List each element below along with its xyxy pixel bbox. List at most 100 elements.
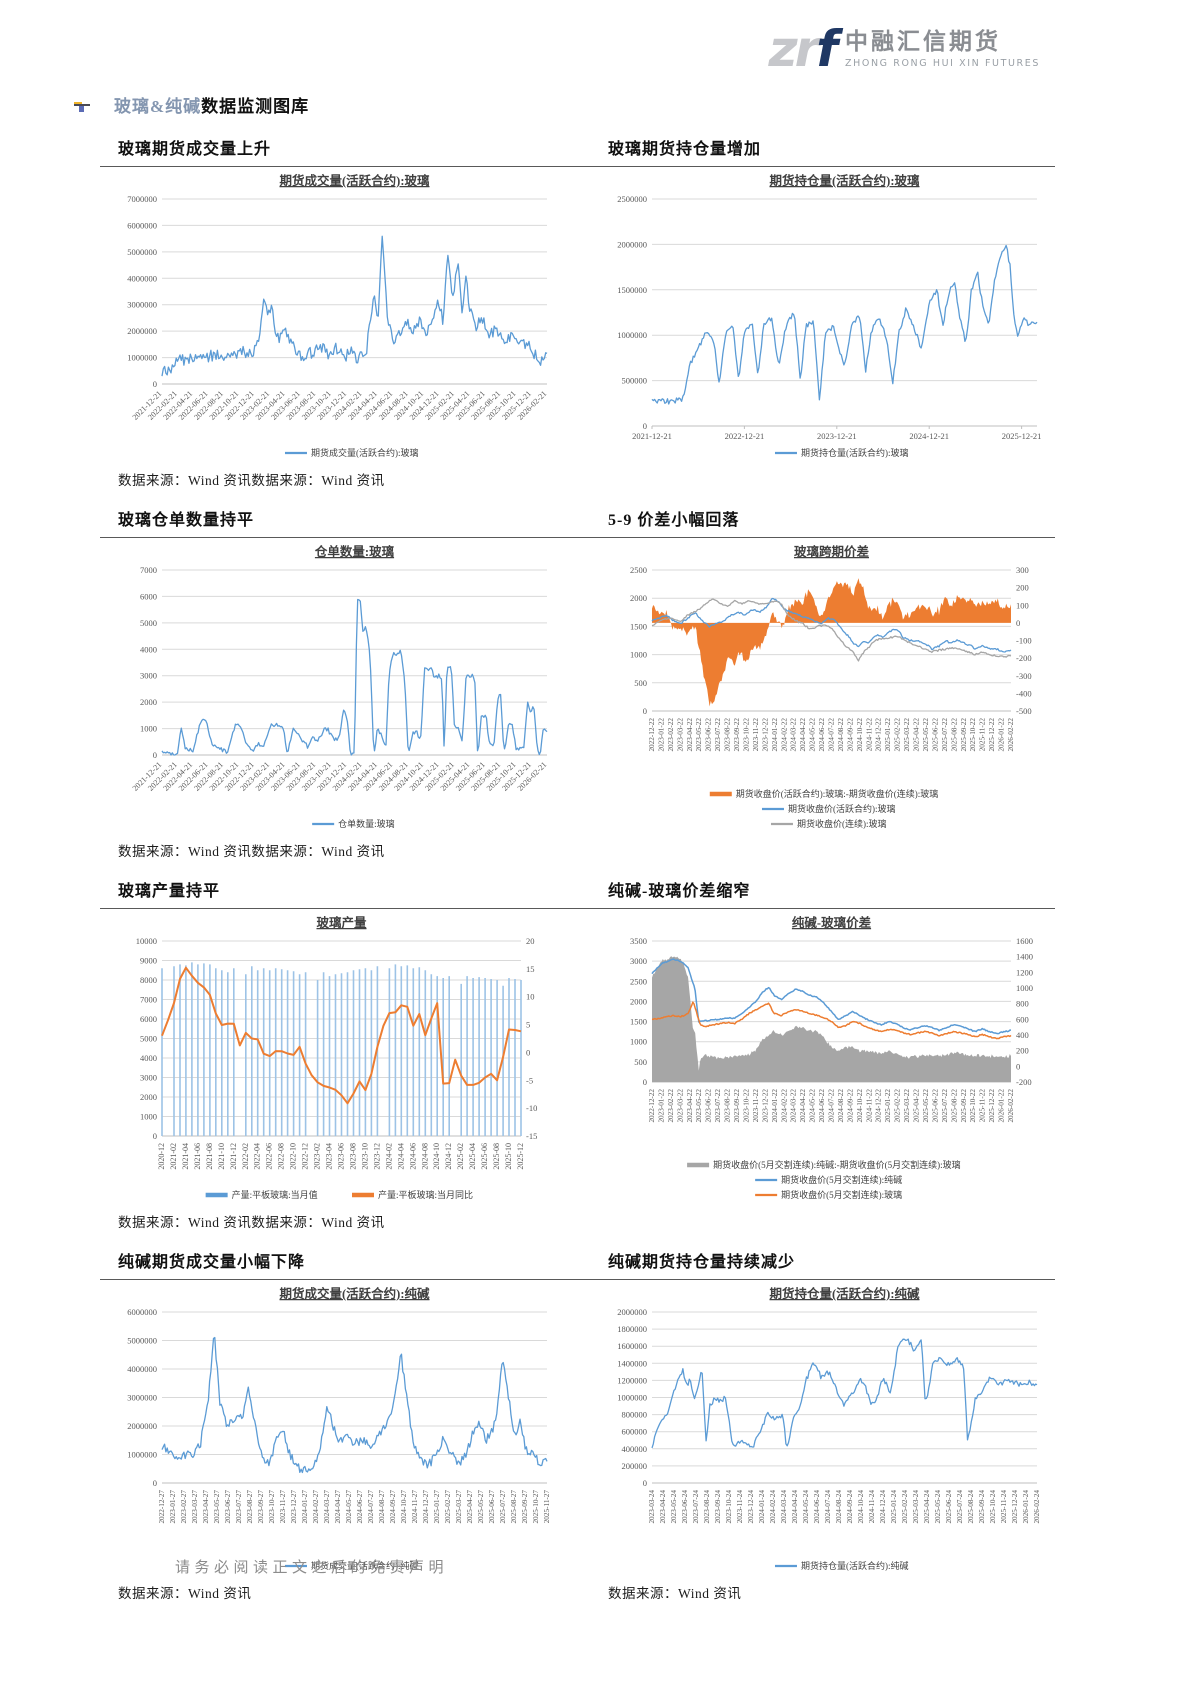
svg-text:2023-05-22: 2023-05-22	[695, 718, 703, 752]
svg-text:2025-11-22: 2025-11-22	[979, 1089, 987, 1123]
svg-text:2023-05-22: 2023-05-22	[695, 1089, 703, 1123]
heading-soda-glass-spread: 纯碱-玻璃价差缩窄	[608, 883, 751, 900]
svg-text:2025-05-22: 2025-05-22	[922, 1089, 930, 1123]
svg-text:2026-01-22: 2026-01-22	[998, 718, 1006, 752]
svg-text:2023-09-24: 2023-09-24	[714, 1490, 722, 1524]
svg-text:2024-12-27: 2024-12-27	[422, 1490, 430, 1524]
svg-text:0: 0	[643, 1077, 647, 1087]
svg-text:2000: 2000	[630, 996, 647, 1006]
svg-text:2024-06-24: 2024-06-24	[813, 1490, 821, 1524]
svg-text:2025-10-22: 2025-10-22	[969, 1089, 977, 1123]
svg-text:2024-10-27: 2024-10-27	[400, 1490, 408, 1524]
svg-text:2023-11-22: 2023-11-22	[752, 718, 760, 752]
svg-text:2024-08: 2024-08	[420, 1143, 429, 1170]
svg-text:2025-11-22: 2025-11-22	[979, 718, 987, 752]
svg-text:期货收盘价(活跃合约):玻璃:-期货收盘价(连续):玻璃: 期货收盘价(活跃合约):玻璃:-期货收盘价(连续):玻璃	[736, 788, 939, 799]
svg-text:2023-12-22: 2023-12-22	[761, 1089, 769, 1123]
logo-text-block: 中融汇信期货 ZHONG RONG HUI XIN FUTURES	[845, 29, 1040, 69]
svg-text:2022-12-27: 2022-12-27	[158, 1490, 166, 1524]
svg-text:4000000: 4000000	[127, 273, 157, 283]
heading-glass-warehouse-receipts: 玻璃仓单数量持平	[118, 512, 255, 529]
heading-rule	[100, 537, 1055, 538]
svg-text:2022-02: 2022-02	[241, 1143, 250, 1170]
svg-text:2024-04-24: 2024-04-24	[791, 1490, 799, 1524]
svg-text:2024-10-22: 2024-10-22	[856, 718, 864, 752]
svg-text:-500: -500	[1016, 706, 1032, 716]
svg-text:2023-07-22: 2023-07-22	[714, 718, 722, 752]
svg-text:200000: 200000	[622, 1461, 648, 1471]
svg-text:2025-06-22: 2025-06-22	[931, 718, 939, 752]
heading-rule	[100, 1279, 1055, 1280]
svg-text:2000: 2000	[140, 697, 157, 707]
svg-text:2023-03-24: 2023-03-24	[648, 1490, 656, 1524]
svg-text:100: 100	[1016, 600, 1029, 610]
svg-text:2025-03-24: 2025-03-24	[912, 1490, 920, 1524]
svg-text:期货持仓量(活跃合约):玻璃: 期货持仓量(活跃合约):玻璃	[801, 447, 909, 458]
svg-text:2023-07-27: 2023-07-27	[235, 1490, 243, 1524]
svg-text:2023-12-22: 2023-12-22	[761, 718, 769, 752]
svg-text:2024-05-22: 2024-05-22	[809, 1089, 817, 1123]
svg-text:玻璃产量: 玻璃产量	[316, 915, 367, 930]
svg-text:期货收盘价(连续):玻璃: 期货收盘价(连续):玻璃	[797, 818, 887, 829]
svg-text:2026-02-22: 2026-02-22	[1007, 718, 1015, 752]
svg-text:2021-04: 2021-04	[181, 1143, 190, 1170]
svg-text:2022-12-21: 2022-12-21	[725, 431, 765, 441]
svg-text:600: 600	[1016, 1014, 1029, 1024]
svg-text:1500: 1500	[630, 621, 647, 631]
chart-glass-production: 玻璃产量 0 1000 2000 3000 4000 5000 6000 7000 8000 900…	[100, 911, 565, 1211]
svg-text:2024-10-22: 2024-10-22	[856, 1089, 864, 1123]
svg-text:2024-04-27: 2024-04-27	[334, 1490, 342, 1524]
svg-text:1000000: 1000000	[127, 1450, 157, 1460]
chart-gallery: 玻璃期货成交量上升 玻璃期货持仓量增加 期货成交量(活跃合约):玻璃 0 10000…	[100, 126, 1055, 1610]
svg-text:2026-02-22: 2026-02-22	[1007, 1089, 1015, 1123]
svg-text:2000000: 2000000	[617, 239, 647, 249]
svg-text:期货成交量(活跃合约):纯碱: 期货成交量(活跃合约):纯碱	[311, 1560, 419, 1571]
svg-text:500: 500	[634, 678, 647, 688]
svg-text:2025-04-22: 2025-04-22	[913, 1089, 921, 1123]
data-source-note: 数据来源：Wind 资讯数据来源：Wind 资讯	[118, 473, 385, 488]
svg-text:2023-09-22: 2023-09-22	[733, 1089, 741, 1123]
svg-text:2025-09-22: 2025-09-22	[960, 718, 968, 752]
data-source-note: 数据来源：Wind 资讯数据来源：Wind 资讯	[118, 1215, 385, 1230]
svg-text:2024-12-22: 2024-12-22	[875, 718, 883, 752]
chart-soda-glass-spread: 纯碱-玻璃价差 0 500 1000 1500 2000 2500 3000 3500 -200 0…	[590, 911, 1055, 1211]
svg-text:15: 15	[526, 964, 535, 974]
svg-text:0: 0	[153, 1131, 157, 1141]
svg-text:1000: 1000	[1016, 983, 1033, 993]
svg-text:1000000: 1000000	[617, 1393, 647, 1403]
svg-text:6000: 6000	[140, 1014, 157, 1024]
svg-text:2025-01-22: 2025-01-22	[884, 718, 892, 752]
svg-text:期货成交量(活跃合约):纯碱: 期货成交量(活跃合约):纯碱	[280, 1286, 430, 1301]
svg-text:2000000: 2000000	[127, 1421, 157, 1431]
svg-text:0: 0	[526, 1047, 530, 1057]
svg-text:2024-11-27: 2024-11-27	[411, 1490, 419, 1524]
svg-text:-100: -100	[1016, 636, 1032, 646]
svg-text:2023-08-24: 2023-08-24	[703, 1490, 711, 1524]
svg-text:2024-11-22: 2024-11-22	[865, 1089, 873, 1123]
svg-text:2025-06-27: 2025-06-27	[488, 1490, 496, 1524]
svg-text:2025-11-27: 2025-11-27	[543, 1490, 551, 1524]
svg-text:2023-09-27: 2023-09-27	[257, 1490, 265, 1524]
svg-text:1500000: 1500000	[617, 285, 647, 295]
svg-text:200: 200	[1016, 1046, 1029, 1056]
chart-glass-warehouse-receipts: 仓单数量:玻璃 0 1000 2000 3000 4000 5000 6000 7000 2021…	[100, 540, 565, 840]
svg-text:7000: 7000	[140, 565, 157, 575]
svg-text:2023-10-24: 2023-10-24	[725, 1490, 733, 1524]
svg-text:2023-06: 2023-06	[337, 1143, 346, 1170]
panel-row-4: 纯碱期货成交量小幅下降 纯碱期货持仓量持续减少 期货成交量(活跃合约):纯碱 0 1…	[100, 1239, 1055, 1610]
svg-text:2025-04-22: 2025-04-22	[913, 718, 921, 752]
svg-text:2024-08-27: 2024-08-27	[378, 1490, 386, 1524]
svg-text:2024-02-22: 2024-02-22	[780, 718, 788, 752]
svg-text:2024-09-24: 2024-09-24	[846, 1490, 854, 1524]
svg-text:2024-07-22: 2024-07-22	[828, 1089, 836, 1123]
data-source-note	[608, 1211, 1055, 1229]
svg-text:0: 0	[643, 421, 647, 431]
svg-text:1000: 1000	[140, 724, 157, 734]
svg-text:2025-07-24: 2025-07-24	[956, 1490, 964, 1524]
svg-text:2025-12-24: 2025-12-24	[1011, 1490, 1019, 1524]
svg-text:产量:平板玻璃:当月值: 产量:平板玻璃:当月值	[232, 1189, 318, 1200]
svg-text:2023-12-27: 2023-12-27	[290, 1490, 298, 1524]
svg-text:1000000: 1000000	[617, 330, 647, 340]
svg-text:2025-07-22: 2025-07-22	[941, 718, 949, 752]
svg-text:2023-06-22: 2023-06-22	[705, 1089, 713, 1123]
